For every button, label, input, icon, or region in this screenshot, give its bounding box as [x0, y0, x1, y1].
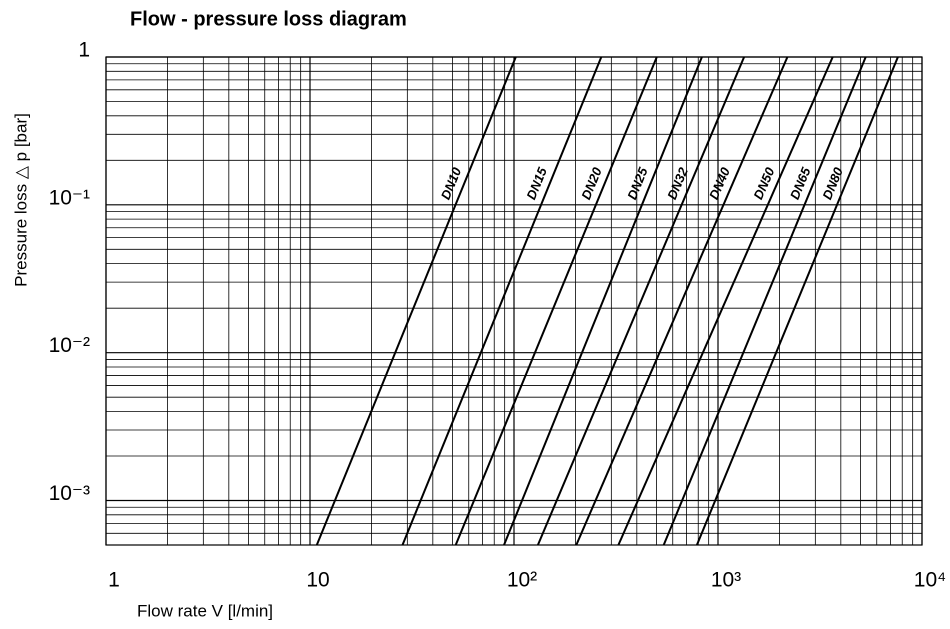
chart-title: Flow - pressure loss diagram: [130, 8, 407, 30]
series-line: [454, 56, 658, 546]
series-label: DN40: [706, 165, 733, 202]
series-line: [662, 56, 867, 546]
series-line: [536, 56, 746, 546]
x-tick-label: 10²: [507, 569, 537, 592]
x-axis-label: Flow rate V [l/min]: [137, 601, 273, 620]
y-tick-label: 10⁻²: [49, 334, 90, 357]
y-axis-label: Pressure loss △ p [bar]: [11, 113, 30, 287]
series-line: [401, 56, 603, 546]
x-tick-label: 10⁴: [914, 569, 946, 592]
series-line: [503, 56, 703, 546]
x-tick-label: 1: [108, 569, 120, 592]
series-label: DN80: [819, 165, 846, 202]
y-tick-label: 10⁻³: [49, 482, 90, 505]
series-line: [575, 56, 789, 546]
x-tick-label: 10: [306, 569, 329, 592]
series-line: [315, 56, 517, 546]
series-label: DN25: [624, 165, 651, 202]
series-label: DN32: [664, 165, 691, 202]
series-label: DN10: [438, 165, 465, 202]
series-line: [695, 56, 899, 546]
x-tick-label: 10³: [711, 569, 741, 592]
series-label: DN15: [523, 165, 550, 202]
series-label: DN20: [578, 165, 605, 202]
series-label: DN50: [750, 165, 777, 202]
plot-frame: [105, 56, 923, 546]
y-tick-label: 1: [78, 39, 90, 62]
series-line: [617, 56, 834, 546]
series-label: DN65: [787, 165, 814, 202]
y-tick-label: 10⁻¹: [49, 186, 90, 209]
